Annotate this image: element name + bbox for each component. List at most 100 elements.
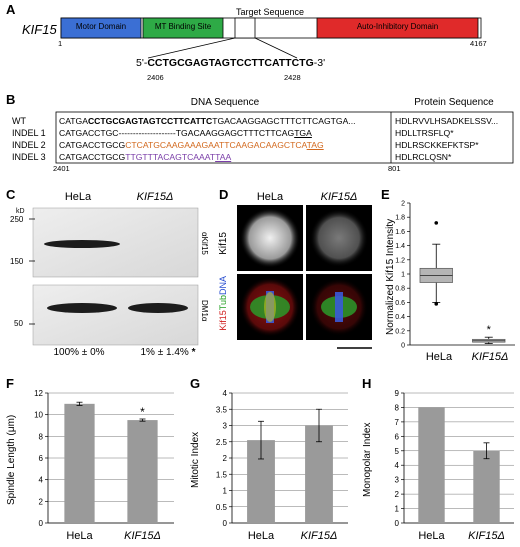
y-tick-label: 1 <box>401 272 405 279</box>
marker-50: 50 <box>14 319 23 328</box>
seq-core: CCTGCGAGTAGTCCTTCATTCTG <box>147 57 314 69</box>
dna-pos-label: 2401 <box>53 164 70 173</box>
antibody-kif15: αKif15 <box>200 232 209 255</box>
seq-part: CATGA <box>59 116 88 126</box>
chart-h: 0 1 2 3 4 5 6 7 8 9 HeLa KIF15Δ <box>395 389 514 542</box>
y-tick-label: 2 <box>395 490 400 499</box>
y-tick-label: 0 <box>395 519 400 528</box>
y-tick-label: 5 <box>395 447 400 456</box>
dna-row-indel1: CATGACCTGC--------------------TGACAAGGAG… <box>59 128 312 138</box>
bar <box>127 420 158 523</box>
stop-codon: TAG <box>306 140 324 150</box>
seq-deletion: -------------------- <box>118 128 176 138</box>
y-tick-label: 0 <box>39 519 44 528</box>
x-category-label: KIF15Δ <box>301 530 338 542</box>
y-tick-label: 1.2 <box>395 257 405 264</box>
protein-row-wt: HDLRVVLHSADKELSSV... <box>395 116 499 126</box>
row-label-wt: WT <box>12 116 26 126</box>
y-tick-label: 7 <box>395 418 400 427</box>
y-tick-label: 4 <box>395 461 400 470</box>
domain-mt-label: MT Binding Site <box>154 22 212 31</box>
y-tick-label: 3.5 <box>216 405 228 414</box>
y-tick-label: 2 <box>39 497 44 506</box>
col-kif15: KIF15Δ <box>320 191 358 203</box>
panel-d-label: D <box>219 187 229 202</box>
western-blot <box>29 207 199 346</box>
bar <box>473 450 500 523</box>
x-category-label: KIF15Δ <box>468 530 505 542</box>
y-tick-label: 0.2 <box>395 328 405 335</box>
e-cat-hela: HeLa <box>425 351 453 363</box>
dna-row-wt: CATGACCTGCGAGTAGTCCTTCATTCTGACAAGGAGCTTT… <box>59 116 355 126</box>
h-ylabel: Monopolar Index <box>362 422 373 498</box>
y-tick-label: 1.6 <box>395 229 405 236</box>
y-tick-label: 0.8 <box>395 286 405 293</box>
row-label-indel1: INDEL 1 <box>12 128 46 138</box>
f-ylabel: Spindle Length (μm) <box>6 414 17 506</box>
seq-part: CATGACCTGC <box>59 128 119 138</box>
protein-row-indel1: HDLLTRSFLQ* <box>395 128 454 138</box>
motor-domain-box <box>60 17 142 39</box>
outlier-point <box>434 221 439 225</box>
row-label-indel3: INDEL 3 <box>12 152 46 162</box>
band-kif15-hela <box>44 240 120 248</box>
chart-f: 0 2 4 6 8 10 12 HeLa KIF15Δ * <box>34 389 174 542</box>
mt-binding-box <box>142 17 224 39</box>
stop-codon: TGA <box>294 128 312 138</box>
domain-auto-label: Auto-Inhibitory Domain <box>356 22 439 31</box>
seq-pos-start: 2406 <box>147 73 164 82</box>
protein-row-indel2: HDLRSCKKEFKTSP* <box>395 140 479 150</box>
band-tubulin-kif15 <box>128 303 188 313</box>
y-tick-label: 8 <box>395 403 400 412</box>
chart-e: 0 0.2 0.4 0.6 0.8 1 1.2 1.4 1.6 1.8 2 * <box>395 201 515 350</box>
x-category-label: KIF15Δ <box>124 530 161 542</box>
y-tick-label: 1 <box>223 487 228 496</box>
protein-row-indel3: HDLRCLQSN* <box>395 152 452 162</box>
y-tick-label: 4 <box>39 476 44 485</box>
y-tick-label: 0.4 <box>395 314 405 321</box>
quant-hela: 100% ± 0% <box>53 347 105 358</box>
seq-insertion: TTGTTTACAGTCAAAT <box>125 152 216 162</box>
y-tick-label: 1.4 <box>395 243 405 250</box>
micrograph-grid <box>237 205 372 349</box>
y-tick-label: 12 <box>34 389 43 398</box>
target-sequence-label: Target Sequence <box>236 7 305 17</box>
lane-hela: HeLa <box>64 191 92 203</box>
kd-label: kD <box>16 208 25 215</box>
panel-a-label: A <box>6 2 16 17</box>
seq-target-bold: CCTGCGAGTAGTCCTTCATTC <box>87 116 213 126</box>
y-tick-label: 1.5 <box>216 470 228 479</box>
row-label-indel2: INDEL 2 <box>12 140 46 150</box>
target-sequence: 5'-CCTGCGAGTAGTCCTTCATTCTG-3' <box>136 57 325 69</box>
target-box <box>234 17 256 39</box>
panel-f-label: F <box>6 376 14 391</box>
panel-h-label: H <box>362 376 372 391</box>
y-tick-label: 6 <box>39 454 44 463</box>
seq-part: TGACAAGGAGCTTTCTTCAGTGA... <box>212 116 356 126</box>
y-tick-label: 2 <box>223 454 228 463</box>
y-tick-label: 1 <box>395 505 400 514</box>
significance-star: * <box>140 405 145 419</box>
sequence-table-frame <box>55 111 514 164</box>
y-tick-label: 2.5 <box>216 438 228 447</box>
outlier-point <box>434 302 439 306</box>
marker-150: 150 <box>10 257 24 266</box>
y-tick-label: 2 <box>401 201 405 208</box>
g-ylabel: Mitotic Index <box>190 431 201 489</box>
y-tick-label: 0.5 <box>216 503 228 512</box>
seq-part: CATGACCTGCG <box>59 152 126 162</box>
seq-prefix: 5'- <box>136 57 148 69</box>
bar <box>418 407 445 523</box>
y-tick-label: 4 <box>223 389 228 398</box>
band-tubulin-hela <box>47 303 117 313</box>
blot-bottom <box>32 284 199 346</box>
y-tick-label: 8 <box>39 432 44 441</box>
y-tick-label: 1.8 <box>395 215 405 222</box>
significance-star: * <box>191 347 196 358</box>
dna-header: DNA Sequence <box>190 97 260 108</box>
y-tick-label: 6 <box>395 432 400 441</box>
panel-c-label: C <box>6 187 16 202</box>
y-tick-label: 3 <box>395 476 400 485</box>
chart-g: 0 0.5 1 1.5 2 2.5 3 3.5 4 HeLa KIF15Δ <box>216 389 348 542</box>
quant-kif15-value: 1% ± 1.4% <box>140 347 189 358</box>
